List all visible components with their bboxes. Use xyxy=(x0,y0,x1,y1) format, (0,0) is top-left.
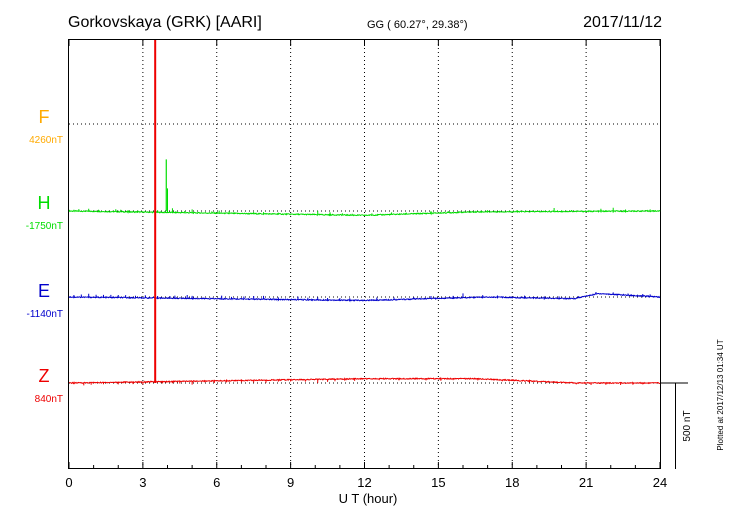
plotted-note: Plotted at 2017/12/13 01:34 UT xyxy=(716,339,725,450)
channel-baseline-H: -1750nT xyxy=(26,221,63,232)
x-tick-label: 6 xyxy=(213,475,220,490)
scale-bar-label: 500 nT xyxy=(682,410,693,441)
x-tick-label: 9 xyxy=(287,475,294,490)
x-axis-ticks xyxy=(68,40,661,468)
plot-date: 2017/11/12 xyxy=(583,14,662,31)
x-tick-label: 18 xyxy=(505,475,519,490)
station-title: Gorkovskaya (GRK) [AARI] xyxy=(68,14,262,31)
x-axis-label: U T (hour) xyxy=(339,491,398,506)
series-group xyxy=(68,40,661,386)
x-tick-label: 3 xyxy=(139,475,146,490)
series-Z-line xyxy=(69,376,661,386)
channel-label-H: H xyxy=(38,193,51,213)
x-axis-tick-labels: 0 3 6 9 12 15 18 21 24 xyxy=(65,475,667,490)
channel-label-F: F xyxy=(39,107,50,127)
x-tick-label: 12 xyxy=(357,475,371,490)
grid-lines xyxy=(69,40,660,468)
channel-labels: F 4260nT H -1750nT E -1140nT Z 840nT xyxy=(26,107,63,405)
channel-label-E: E xyxy=(38,281,50,301)
channel-baseline-Z: 840nT xyxy=(35,394,63,405)
series-H-line xyxy=(68,188,661,217)
plot-frame xyxy=(68,39,661,469)
channel-baseline-F: 4260nT xyxy=(29,135,63,146)
scale-bar: 500 nT xyxy=(661,382,693,469)
station-coords: GG ( 60.27°, 29.38°) xyxy=(367,19,468,31)
x-tick-label: 24 xyxy=(653,475,667,490)
series-E-line xyxy=(68,292,661,303)
x-tick-label: 21 xyxy=(579,475,593,490)
x-tick-label: 0 xyxy=(65,475,72,490)
channel-baseline-E: -1140nT xyxy=(26,309,63,320)
channel-label-Z: Z xyxy=(39,366,50,386)
x-tick-label: 15 xyxy=(431,475,445,490)
